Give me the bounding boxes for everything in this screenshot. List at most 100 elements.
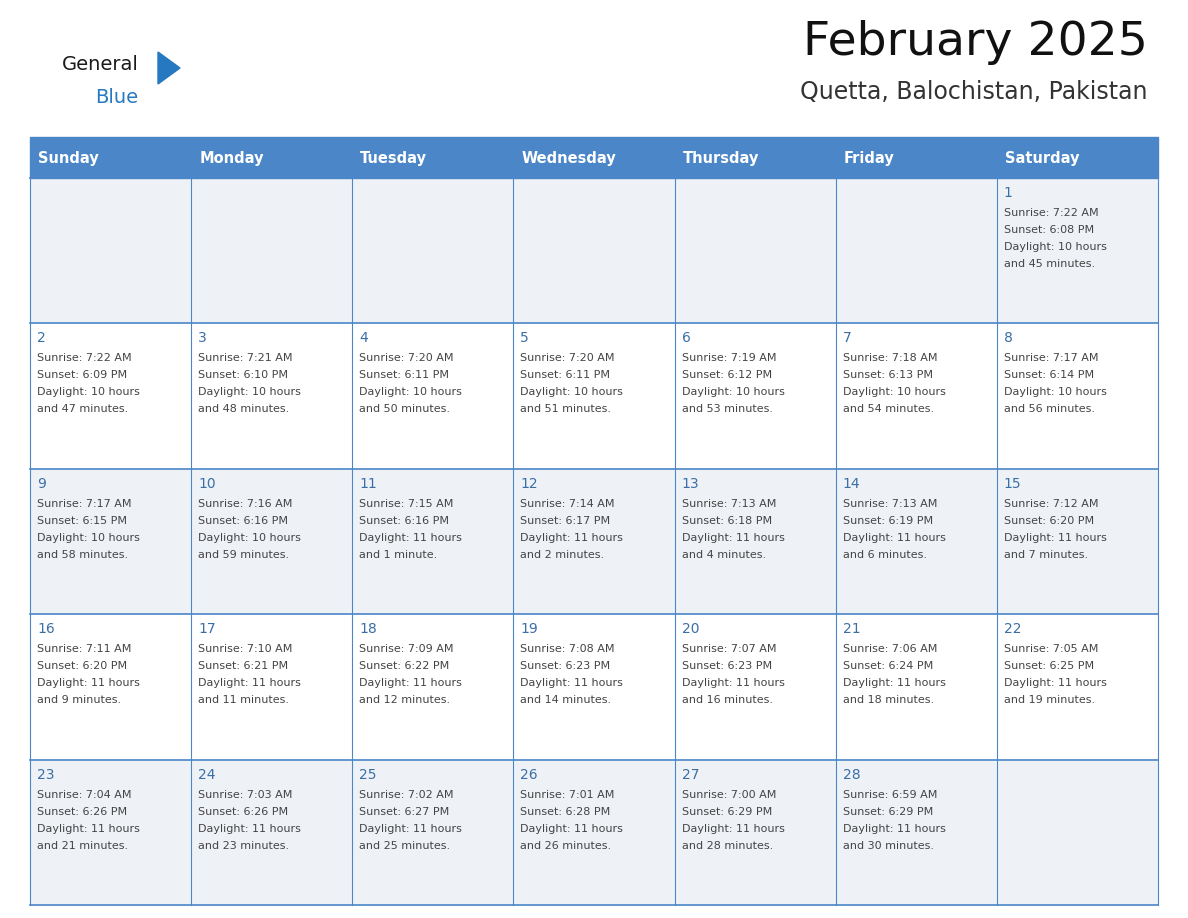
Bar [353, 469, 513, 614]
Text: Sunrise: 7:12 AM: Sunrise: 7:12 AM [1004, 498, 1099, 509]
Text: General: General [62, 55, 139, 74]
Bar [30, 178, 191, 323]
Text: and 30 minutes.: and 30 minutes. [842, 841, 934, 851]
Text: Thursday: Thursday [683, 151, 759, 166]
Bar [835, 759, 997, 905]
Text: Daylight: 11 hours: Daylight: 11 hours [682, 678, 784, 688]
Text: 1: 1 [1004, 186, 1012, 200]
Text: Daylight: 10 hours: Daylight: 10 hours [359, 387, 462, 397]
Bar [513, 178, 675, 323]
Text: Sunrise: 7:13 AM: Sunrise: 7:13 AM [842, 498, 937, 509]
Text: Sunrise: 7:10 AM: Sunrise: 7:10 AM [198, 644, 292, 655]
Bar [835, 178, 997, 323]
Text: Sunrise: 7:00 AM: Sunrise: 7:00 AM [682, 789, 776, 800]
Text: 3: 3 [198, 331, 207, 345]
Text: Daylight: 11 hours: Daylight: 11 hours [1004, 532, 1107, 543]
Text: Sunset: 6:10 PM: Sunset: 6:10 PM [198, 370, 289, 380]
Text: and 28 minutes.: and 28 minutes. [682, 841, 773, 851]
Polygon shape [158, 52, 181, 84]
Text: Sunset: 6:18 PM: Sunset: 6:18 PM [682, 516, 772, 526]
Text: Daylight: 10 hours: Daylight: 10 hours [520, 387, 624, 397]
Bar [513, 323, 675, 469]
Text: Sunset: 6:24 PM: Sunset: 6:24 PM [842, 661, 933, 671]
Text: Daylight: 11 hours: Daylight: 11 hours [682, 532, 784, 543]
Text: Sunrise: 7:01 AM: Sunrise: 7:01 AM [520, 789, 615, 800]
Text: Saturday: Saturday [1005, 151, 1080, 166]
Bar [835, 469, 997, 614]
Bar [997, 469, 1158, 614]
Bar [513, 759, 675, 905]
Bar [30, 469, 191, 614]
Text: and 47 minutes.: and 47 minutes. [37, 405, 128, 414]
Text: Sunrise: 7:21 AM: Sunrise: 7:21 AM [198, 353, 292, 364]
Text: and 6 minutes.: and 6 minutes. [842, 550, 927, 560]
Text: 27: 27 [682, 767, 699, 781]
Text: and 59 minutes.: and 59 minutes. [198, 550, 289, 560]
Text: Daylight: 11 hours: Daylight: 11 hours [359, 823, 462, 834]
Text: and 50 minutes.: and 50 minutes. [359, 405, 450, 414]
Text: Sunset: 6:20 PM: Sunset: 6:20 PM [1004, 516, 1094, 526]
Text: and 1 minute.: and 1 minute. [359, 550, 437, 560]
Text: Monday: Monday [200, 151, 264, 166]
Bar [353, 140, 513, 178]
Text: Daylight: 11 hours: Daylight: 11 hours [359, 678, 462, 688]
Text: Sunrise: 7:08 AM: Sunrise: 7:08 AM [520, 644, 615, 655]
Text: Daylight: 10 hours: Daylight: 10 hours [198, 387, 301, 397]
Text: 11: 11 [359, 476, 377, 491]
Text: Sunset: 6:21 PM: Sunset: 6:21 PM [198, 661, 289, 671]
Text: Sunset: 6:11 PM: Sunset: 6:11 PM [359, 370, 449, 380]
Text: and 54 minutes.: and 54 minutes. [842, 405, 934, 414]
Text: Sunday: Sunday [38, 151, 99, 166]
Text: 4: 4 [359, 331, 368, 345]
Text: 21: 21 [842, 622, 860, 636]
Bar [191, 140, 353, 178]
Bar [835, 323, 997, 469]
Text: 5: 5 [520, 331, 529, 345]
Text: Sunrise: 7:22 AM: Sunrise: 7:22 AM [37, 353, 132, 364]
Text: and 9 minutes.: and 9 minutes. [37, 695, 121, 705]
Bar [30, 137, 1158, 140]
Text: Daylight: 11 hours: Daylight: 11 hours [198, 823, 301, 834]
Text: and 58 minutes.: and 58 minutes. [37, 550, 128, 560]
Text: and 48 minutes.: and 48 minutes. [198, 405, 290, 414]
Text: Sunrise: 7:11 AM: Sunrise: 7:11 AM [37, 644, 132, 655]
Text: 24: 24 [198, 767, 216, 781]
Text: Sunrise: 7:05 AM: Sunrise: 7:05 AM [1004, 644, 1098, 655]
Text: Sunset: 6:14 PM: Sunset: 6:14 PM [1004, 370, 1094, 380]
Text: Sunrise: 7:09 AM: Sunrise: 7:09 AM [359, 644, 454, 655]
Text: 19: 19 [520, 622, 538, 636]
Text: Sunset: 6:13 PM: Sunset: 6:13 PM [842, 370, 933, 380]
Text: and 51 minutes.: and 51 minutes. [520, 405, 612, 414]
Text: Daylight: 11 hours: Daylight: 11 hours [520, 532, 624, 543]
Text: 20: 20 [682, 622, 699, 636]
Bar [30, 614, 191, 759]
Text: 10: 10 [198, 476, 216, 491]
Bar [353, 759, 513, 905]
Bar [835, 614, 997, 759]
Text: 2: 2 [37, 331, 46, 345]
Text: Sunrise: 7:06 AM: Sunrise: 7:06 AM [842, 644, 937, 655]
Bar [191, 323, 353, 469]
Text: Sunset: 6:27 PM: Sunset: 6:27 PM [359, 807, 449, 817]
Text: Sunset: 6:22 PM: Sunset: 6:22 PM [359, 661, 449, 671]
Text: and 4 minutes.: and 4 minutes. [682, 550, 766, 560]
Text: Daylight: 11 hours: Daylight: 11 hours [359, 532, 462, 543]
Text: Daylight: 11 hours: Daylight: 11 hours [520, 678, 624, 688]
Bar [513, 614, 675, 759]
Text: 28: 28 [842, 767, 860, 781]
Text: Daylight: 11 hours: Daylight: 11 hours [682, 823, 784, 834]
Bar [30, 759, 191, 905]
Text: Sunrise: 7:13 AM: Sunrise: 7:13 AM [682, 498, 776, 509]
Text: Sunrise: 7:04 AM: Sunrise: 7:04 AM [37, 789, 132, 800]
Text: Daylight: 10 hours: Daylight: 10 hours [198, 532, 301, 543]
Text: 8: 8 [1004, 331, 1012, 345]
Bar [353, 614, 513, 759]
Text: Sunset: 6:09 PM: Sunset: 6:09 PM [37, 370, 127, 380]
Text: Daylight: 11 hours: Daylight: 11 hours [37, 678, 140, 688]
Text: Sunset: 6:23 PM: Sunset: 6:23 PM [682, 661, 772, 671]
Text: Daylight: 10 hours: Daylight: 10 hours [37, 532, 140, 543]
Text: and 19 minutes.: and 19 minutes. [1004, 695, 1095, 705]
Bar [997, 323, 1158, 469]
Text: Sunset: 6:15 PM: Sunset: 6:15 PM [37, 516, 127, 526]
Bar [513, 469, 675, 614]
